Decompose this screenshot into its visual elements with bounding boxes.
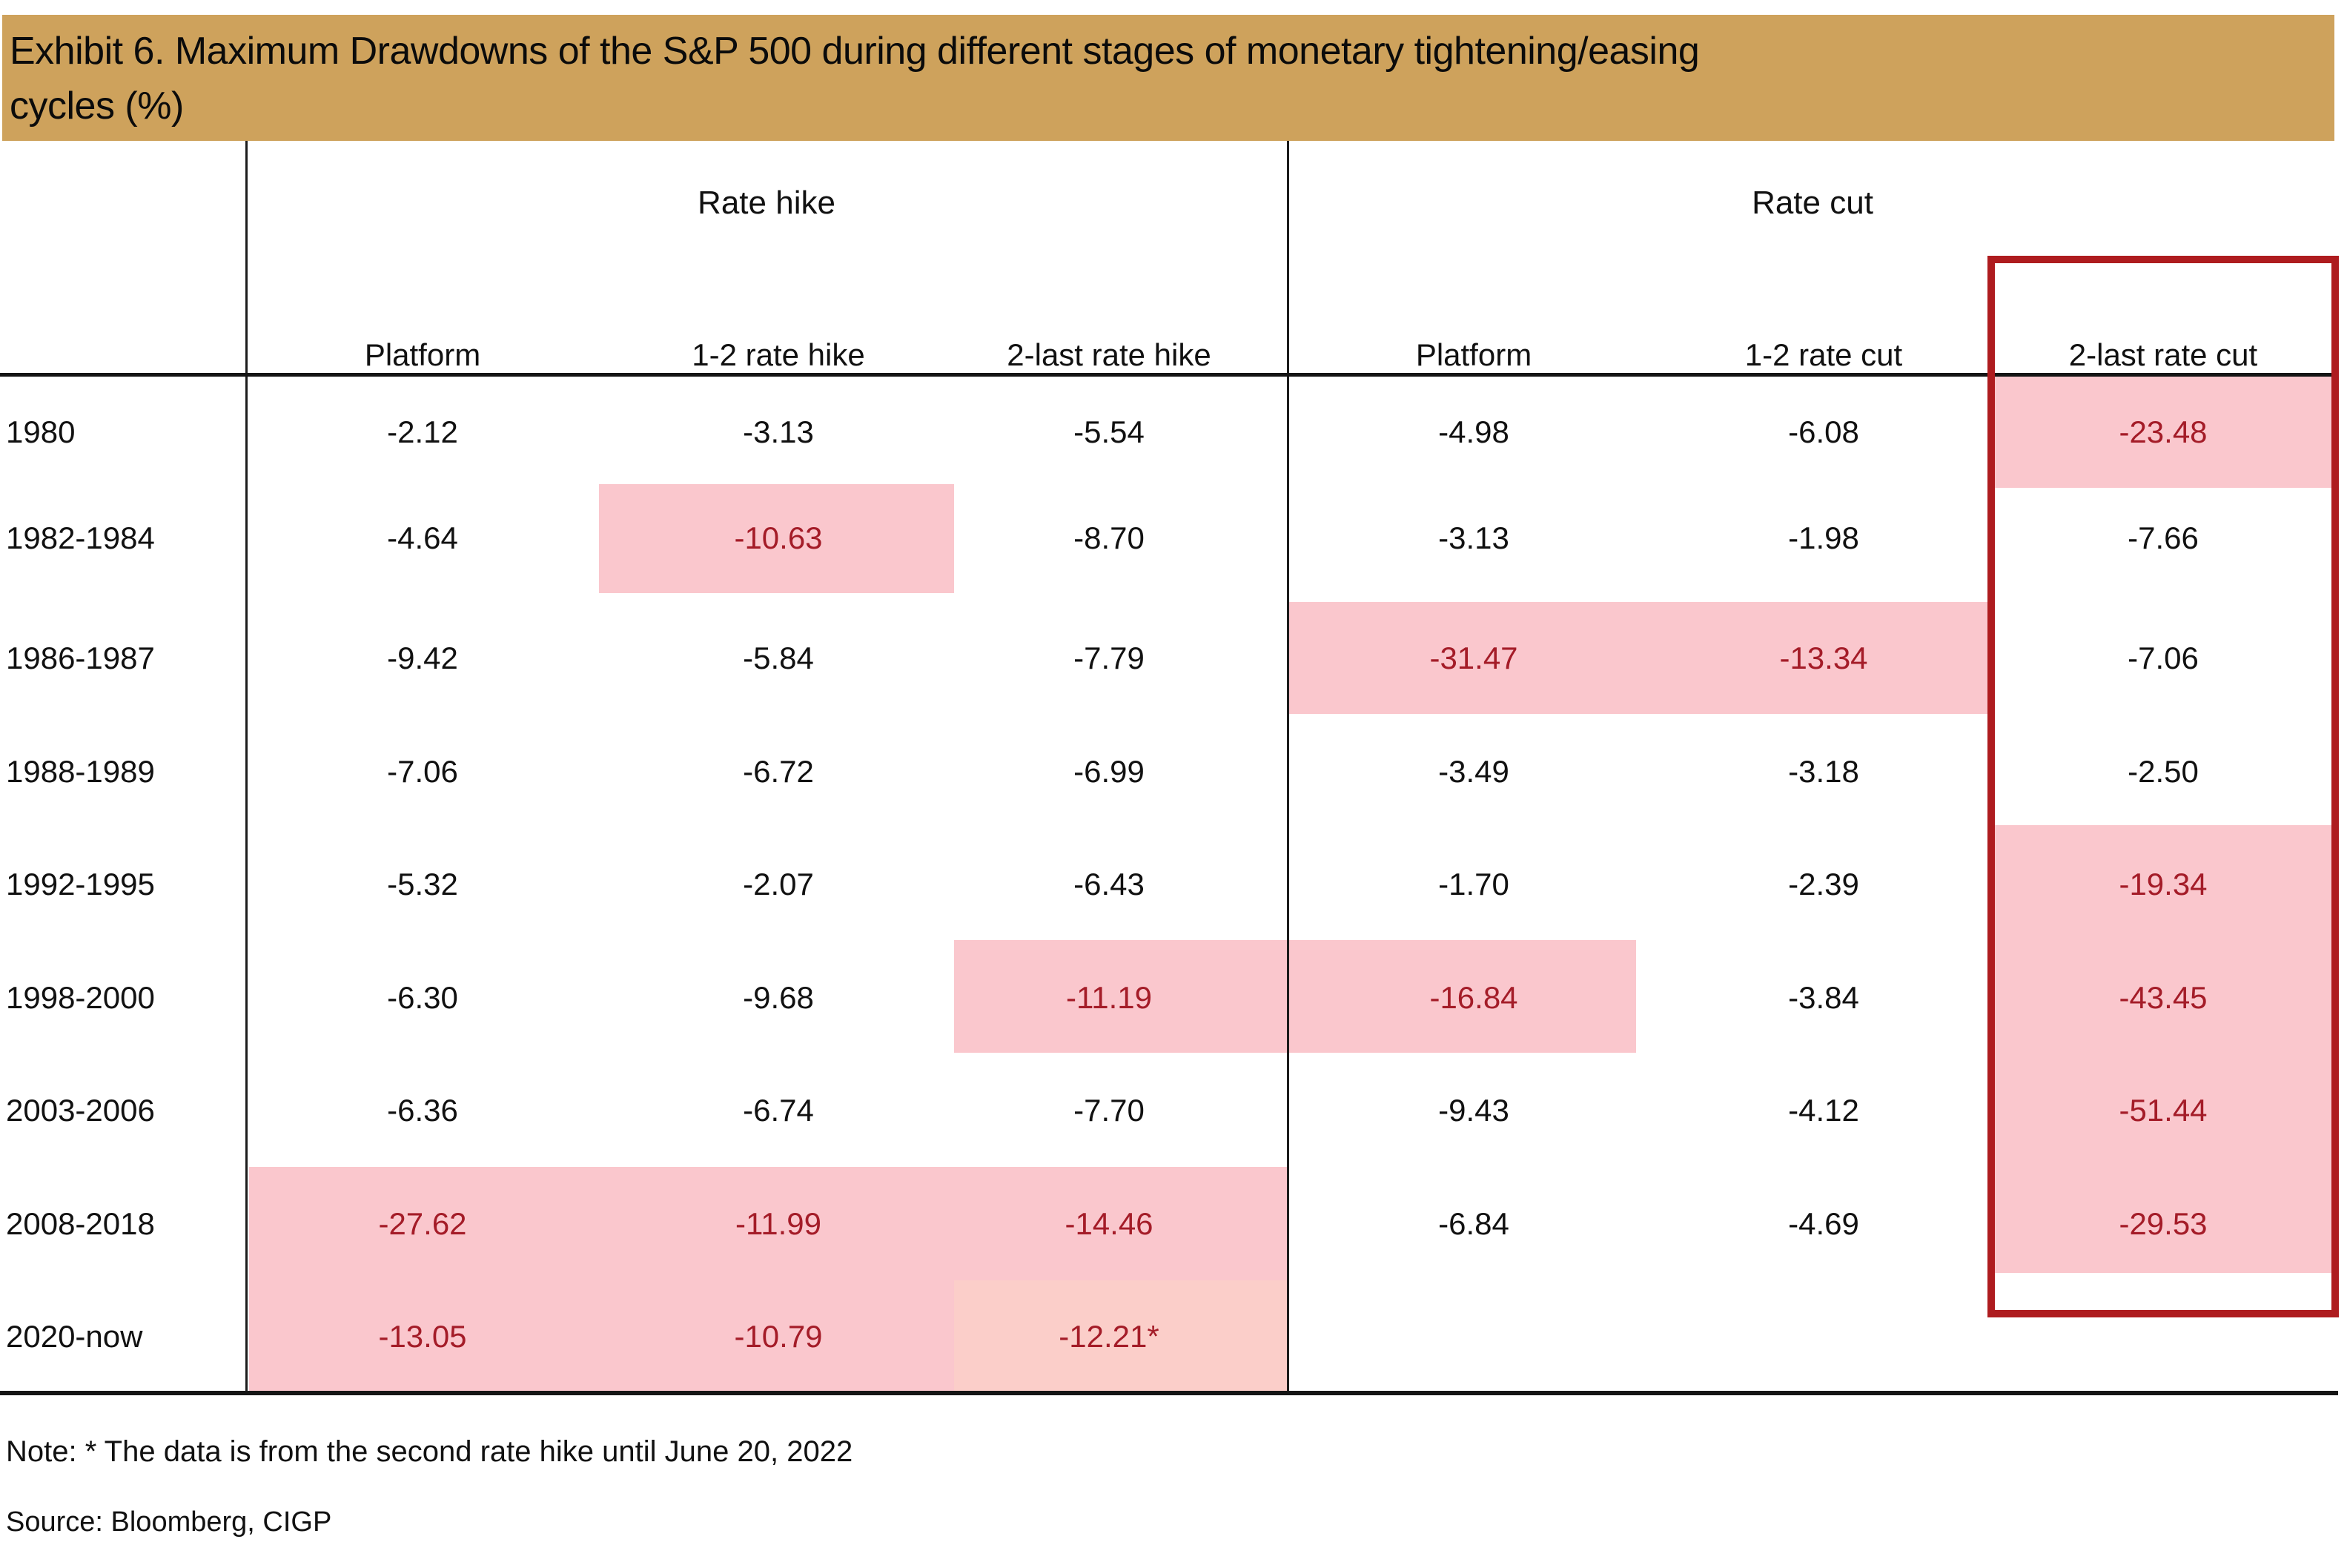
table-header-rule xyxy=(0,373,2338,377)
table-cell: -7.06 xyxy=(387,754,458,789)
exhibit-title-line2: cycles (%) xyxy=(10,85,184,128)
table-cell: -1.70 xyxy=(1438,867,1509,902)
row-label-1988-1989: 1988-1989 xyxy=(6,754,155,789)
table-cell: -6.08 xyxy=(1788,414,1859,449)
table-cell: -7.06 xyxy=(2128,641,2199,675)
col-header-2-last-rate-cut: 2-last rate cut xyxy=(2068,337,2258,372)
row-label-2020-now: 2020-now xyxy=(6,1319,143,1354)
table-cell: -6.43 xyxy=(1073,867,1145,902)
table-cell: -4.98 xyxy=(1438,414,1509,449)
table-cell: -4.64 xyxy=(387,520,458,555)
row-label-1982-1984: 1982-1984 xyxy=(6,520,155,555)
red-outline-box-2-last-rate-cut xyxy=(1987,256,2339,1317)
table-cell: -6.84 xyxy=(1438,1206,1509,1241)
table-cell-highlighted: -31.47 xyxy=(1429,641,1518,675)
table-cell: -7.70 xyxy=(1073,1093,1145,1128)
table-cell: -7.66 xyxy=(2128,520,2199,555)
table-bottom-rule xyxy=(0,1391,2338,1395)
row-label-2003-2006: 2003-2006 xyxy=(6,1093,155,1128)
table-cell: -4.69 xyxy=(1788,1206,1859,1241)
highlight-1986-1987-rate-cut xyxy=(1289,602,1987,714)
table-cell: -9.43 xyxy=(1438,1093,1509,1128)
table-cell: -3.18 xyxy=(1788,754,1859,789)
table-cell-highlighted: -10.79 xyxy=(734,1319,823,1354)
row-label-1980: 1980 xyxy=(6,414,76,449)
table-cell: -6.36 xyxy=(387,1093,458,1128)
table-cell: -5.54 xyxy=(1073,414,1145,449)
col-header-1-2-rate-cut: 1-2 rate cut xyxy=(1744,337,1903,372)
table-cell-highlighted: -23.48 xyxy=(2119,414,2208,449)
table-cell: -6.72 xyxy=(743,754,814,789)
table-cell: -9.42 xyxy=(387,641,458,675)
table-cell: -7.79 xyxy=(1073,641,1145,675)
group-header-rate-cut: Rate cut xyxy=(1752,185,1873,221)
table-cell: -2.07 xyxy=(743,867,814,902)
table-cell: -2.12 xyxy=(387,414,458,449)
table-cell-highlighted: -11.99 xyxy=(735,1206,821,1241)
table-cell: -8.70 xyxy=(1073,520,1145,555)
table-cell: -6.99 xyxy=(1073,754,1145,789)
table-cell-highlighted: -43.45 xyxy=(2119,980,2208,1015)
table-cell-highlighted: -12.21* xyxy=(1059,1319,1159,1354)
table-cell: -4.12 xyxy=(1788,1093,1859,1128)
col-header-cut-platform: Platform xyxy=(1415,337,1532,372)
exhibit-title-bar: Exhibit 6. Maximum Drawdowns of the S&P … xyxy=(2,15,2334,141)
table-cell-highlighted: -10.63 xyxy=(734,520,823,555)
exhibit-title-line1: Exhibit 6. Maximum Drawdowns of the S&P … xyxy=(10,30,1700,73)
table-divider-middle xyxy=(1287,141,1289,1394)
table-cell: -3.13 xyxy=(743,414,814,449)
table-cell-highlighted: -16.84 xyxy=(1429,980,1518,1015)
col-header-hike-platform: Platform xyxy=(364,337,481,372)
table-cell: -9.68 xyxy=(743,980,814,1015)
table-cell: -1.98 xyxy=(1788,520,1859,555)
row-label-2008-2018: 2008-2018 xyxy=(6,1206,155,1241)
table-cell-highlighted: -14.46 xyxy=(1065,1206,1153,1241)
table-cell: -6.74 xyxy=(743,1093,814,1128)
group-header-rate-hike: Rate hike xyxy=(698,185,835,221)
row-label-1998-2000: 1998-2000 xyxy=(6,980,155,1015)
table-cell: -3.84 xyxy=(1788,980,1859,1015)
row-label-1992-1995: 1992-1995 xyxy=(6,867,155,902)
table-cell: -2.50 xyxy=(2128,754,2199,789)
table-cell-highlighted: -13.05 xyxy=(378,1319,467,1354)
footnote: Note: * The data is from the second rate… xyxy=(6,1435,853,1468)
table-cell: -3.13 xyxy=(1438,520,1509,555)
table-cell-highlighted: -51.44 xyxy=(2119,1093,2208,1128)
table-cell-highlighted: -27.62 xyxy=(378,1206,467,1241)
highlight-1982-1984-1-2-rate-hike xyxy=(599,484,954,593)
table-cell-highlighted: -13.34 xyxy=(1779,641,1868,675)
col-header-2-last-rate-hike: 2-last rate hike xyxy=(1007,337,1211,372)
table-cell: -2.39 xyxy=(1788,867,1859,902)
table-cell-highlighted: -11.19 xyxy=(1066,980,1152,1015)
highlight-2020-now-2-last-rate-hike xyxy=(954,1280,1288,1392)
table-cell: -5.84 xyxy=(743,641,814,675)
table-cell-highlighted: -29.53 xyxy=(2119,1206,2208,1241)
table-divider-left xyxy=(245,141,248,1394)
col-header-1-2-rate-hike: 1-2 rate hike xyxy=(692,337,865,372)
highlight-1992-2018-2-last-rate-cut xyxy=(1995,825,2331,1273)
table-cell-highlighted: -19.34 xyxy=(2119,867,2208,902)
highlight-1980-2-last-rate-cut xyxy=(1995,377,2331,488)
table-cell: -5.32 xyxy=(387,867,458,902)
source-line: Source: Bloomberg, CIGP xyxy=(6,1506,332,1538)
table-cell: -3.49 xyxy=(1438,754,1509,789)
table-cell: -6.30 xyxy=(387,980,458,1015)
highlight-1998-2000-hike-to-cut xyxy=(954,940,1636,1053)
row-label-1986-1987: 1986-1987 xyxy=(6,641,155,675)
